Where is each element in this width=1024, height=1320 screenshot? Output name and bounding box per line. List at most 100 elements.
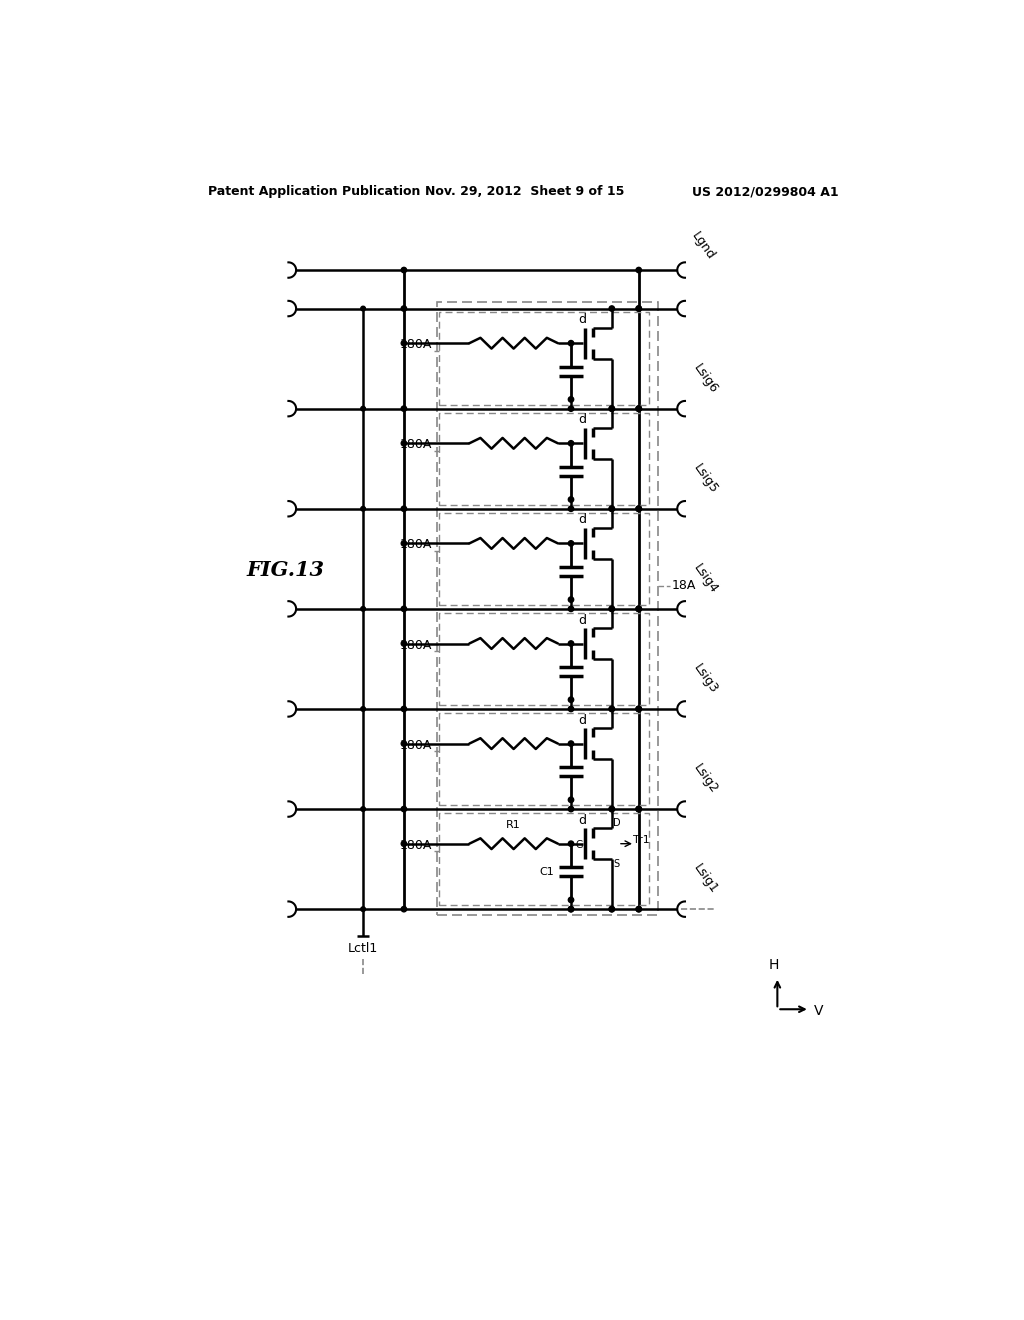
Bar: [438, 612, 649, 705]
Circle shape: [636, 706, 641, 711]
Text: Lsig5: Lsig5: [691, 462, 721, 496]
Bar: [438, 813, 649, 906]
Text: 180A: 180A: [400, 838, 432, 851]
Text: Lsig2: Lsig2: [691, 762, 721, 796]
Circle shape: [568, 341, 573, 346]
Circle shape: [401, 606, 407, 611]
Text: d: d: [578, 513, 586, 527]
Circle shape: [636, 268, 641, 273]
Circle shape: [401, 741, 407, 746]
Circle shape: [636, 506, 641, 511]
Text: C1: C1: [540, 867, 554, 876]
Circle shape: [568, 841, 573, 846]
Circle shape: [360, 407, 366, 411]
Circle shape: [568, 640, 573, 647]
Circle shape: [568, 907, 573, 912]
Text: 180A: 180A: [400, 539, 432, 552]
Text: Tr1: Tr1: [634, 834, 650, 845]
Circle shape: [568, 898, 573, 903]
Circle shape: [568, 697, 573, 702]
Circle shape: [360, 807, 366, 812]
Text: Lctl1: Lctl1: [348, 942, 378, 956]
Text: FIG.13: FIG.13: [246, 561, 324, 581]
Circle shape: [609, 407, 614, 412]
Circle shape: [609, 907, 614, 912]
Circle shape: [568, 506, 573, 511]
Circle shape: [401, 907, 407, 912]
Text: d: d: [578, 313, 586, 326]
Circle shape: [401, 506, 407, 511]
Circle shape: [609, 606, 614, 611]
Circle shape: [360, 907, 366, 911]
Circle shape: [609, 807, 614, 812]
Circle shape: [360, 706, 366, 711]
Circle shape: [609, 706, 614, 711]
Circle shape: [609, 907, 614, 912]
Text: D: D: [613, 818, 621, 829]
Circle shape: [568, 496, 573, 502]
Circle shape: [609, 606, 614, 611]
Circle shape: [636, 606, 641, 611]
Circle shape: [401, 341, 407, 346]
Circle shape: [609, 506, 614, 511]
Text: Lgnd: Lgnd: [689, 230, 717, 263]
Circle shape: [568, 797, 573, 803]
Circle shape: [568, 606, 573, 611]
Text: Lsig3: Lsig3: [691, 661, 721, 696]
Circle shape: [401, 706, 407, 711]
Text: 180A: 180A: [400, 338, 432, 351]
Circle shape: [636, 807, 641, 812]
Text: d: d: [578, 614, 586, 627]
Circle shape: [609, 407, 614, 412]
Circle shape: [568, 441, 573, 446]
Text: S: S: [613, 859, 620, 869]
Circle shape: [360, 507, 366, 511]
Circle shape: [568, 706, 573, 711]
Text: V: V: [814, 1003, 824, 1018]
Circle shape: [401, 407, 407, 412]
Circle shape: [609, 807, 614, 812]
Circle shape: [360, 306, 366, 312]
Bar: [438, 413, 649, 506]
Circle shape: [568, 907, 573, 912]
Circle shape: [568, 541, 573, 546]
Circle shape: [568, 407, 573, 412]
Circle shape: [636, 807, 641, 812]
Text: Lsig1: Lsig1: [691, 862, 721, 896]
Circle shape: [568, 597, 573, 602]
Text: Nov. 29, 2012  Sheet 9 of 15: Nov. 29, 2012 Sheet 9 of 15: [425, 185, 625, 198]
Circle shape: [609, 306, 614, 312]
Text: d: d: [578, 813, 586, 826]
Circle shape: [401, 306, 407, 312]
Circle shape: [636, 807, 641, 812]
Circle shape: [636, 606, 641, 611]
Text: d: d: [578, 714, 586, 726]
Circle shape: [636, 907, 641, 912]
Circle shape: [609, 506, 614, 511]
Text: 180A: 180A: [400, 639, 432, 652]
Bar: [438, 512, 649, 605]
Circle shape: [401, 441, 407, 446]
Circle shape: [609, 706, 614, 711]
Text: 18A: 18A: [672, 579, 696, 593]
Circle shape: [401, 541, 407, 546]
Text: 180A: 180A: [400, 438, 432, 451]
Text: H: H: [768, 958, 778, 973]
Circle shape: [360, 607, 366, 611]
Circle shape: [401, 640, 407, 647]
Text: 180A: 180A: [400, 739, 432, 751]
Text: Lsig4: Lsig4: [691, 561, 721, 597]
Text: R1: R1: [506, 820, 521, 830]
Circle shape: [636, 407, 641, 412]
Circle shape: [568, 741, 573, 746]
Text: d: d: [578, 413, 586, 426]
Circle shape: [636, 306, 641, 312]
Circle shape: [636, 706, 641, 711]
Circle shape: [568, 807, 573, 812]
Circle shape: [636, 407, 641, 412]
Circle shape: [636, 606, 641, 611]
Text: G: G: [575, 841, 583, 850]
Text: US 2012/0299804 A1: US 2012/0299804 A1: [692, 185, 839, 198]
Bar: [438, 313, 649, 405]
Circle shape: [401, 268, 407, 273]
